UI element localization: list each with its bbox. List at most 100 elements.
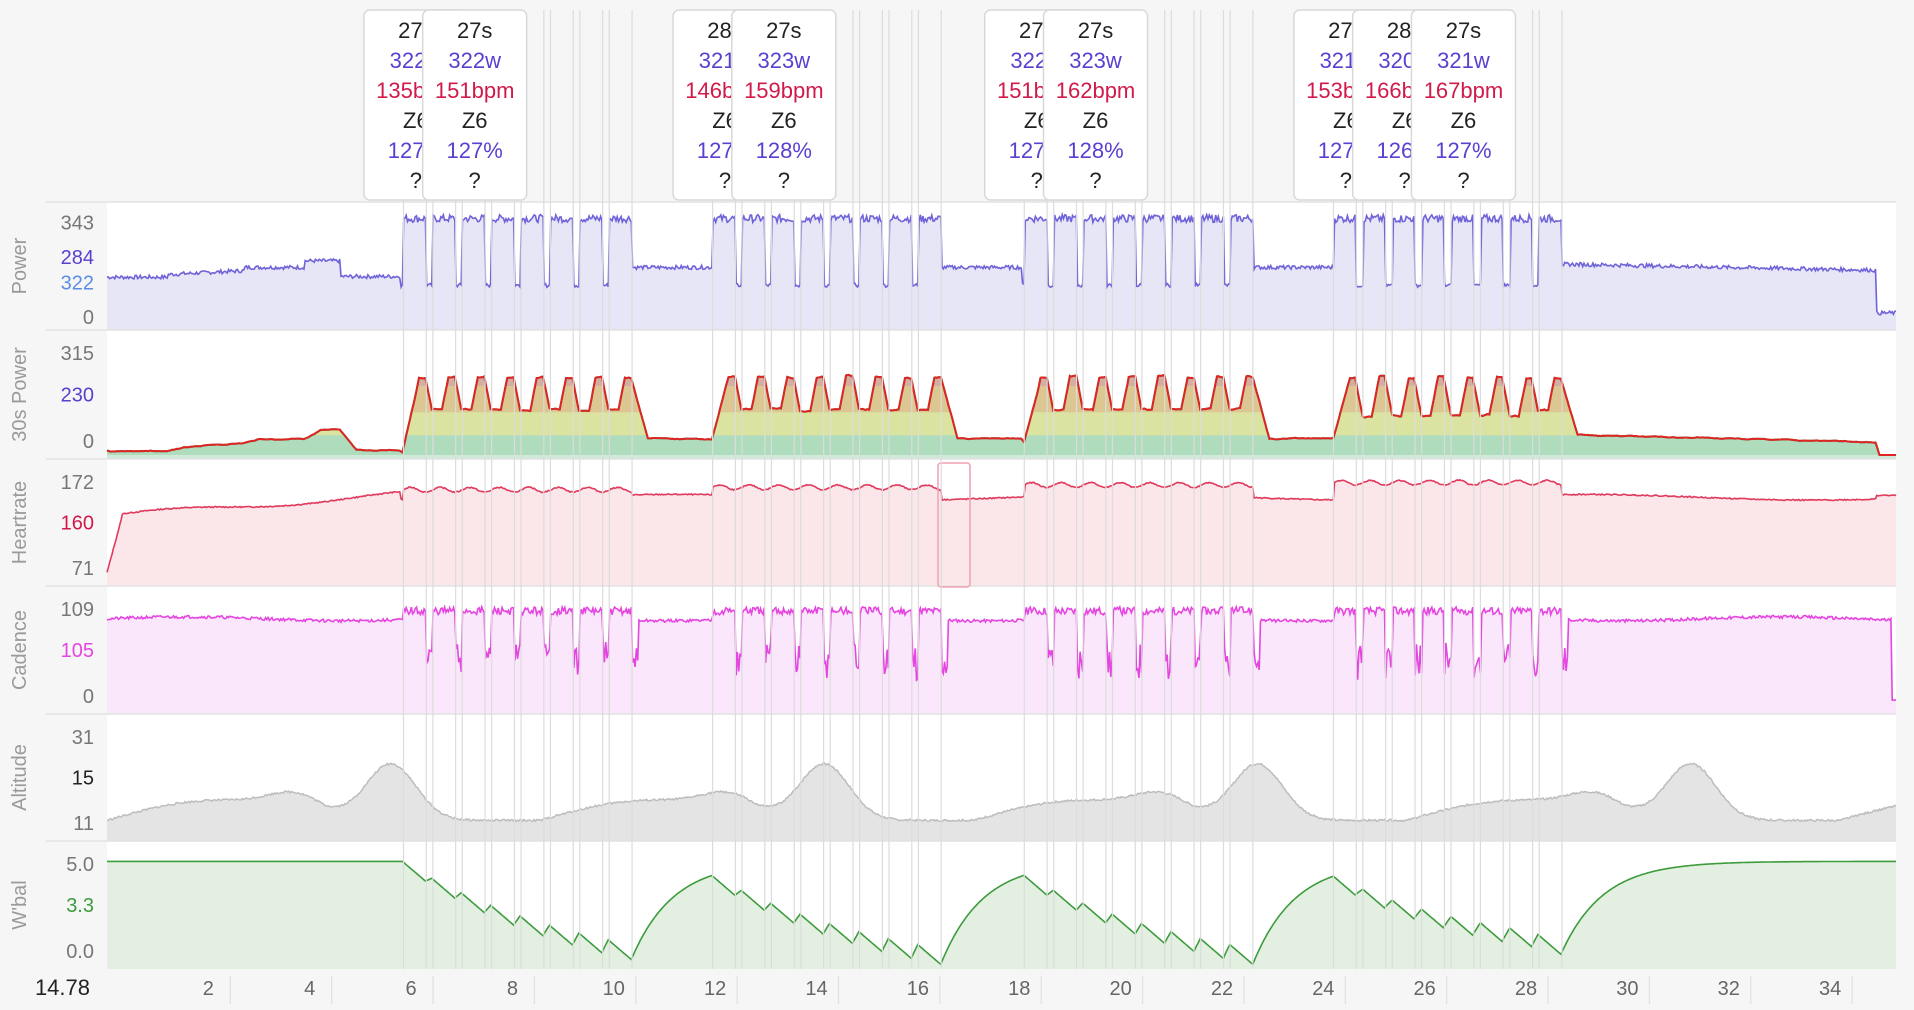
effort-card-frame (1410, 9, 1517, 201)
effort-duration: 27s (1078, 18, 1113, 43)
effort-extra: ? (469, 168, 481, 193)
series-area-power (107, 214, 1896, 330)
lane-title-power30: 30s Power (9, 347, 31, 442)
x-tick-label: 4 (304, 978, 315, 1000)
x-tick-label: 10 (603, 978, 625, 1000)
series-area-power30 (107, 374, 1896, 459)
effort-duration: 27s (1446, 18, 1481, 43)
cursor-readout: 14.78 (35, 975, 90, 1000)
lane-altitude: Altitude 31 15 11 (9, 713, 1897, 841)
effort-zone: Z6 (1083, 108, 1109, 133)
lane-tick-power: 343 (61, 212, 94, 234)
x-tick-label: 30 (1616, 978, 1638, 1000)
effort-zone: Z6 (462, 108, 488, 133)
lane-tick-power: 284 (61, 247, 94, 269)
lane-tick-altitude: 11 (73, 813, 94, 835)
series-area-cadence (107, 606, 1896, 714)
effort-pct: 127% (1435, 138, 1491, 163)
series-line-cadence (106, 604, 1896, 701)
lane-tick-heartrate: 160 (61, 513, 94, 535)
lane-heartrate: Heartrate 172 160 71 (9, 458, 1897, 586)
effort-extra: ? (1340, 168, 1352, 193)
lane-tick-power: 322 (61, 273, 94, 295)
x-tick-label: 16 (907, 978, 929, 1000)
lane-tick-power30: 315 (61, 343, 94, 365)
effort-card[interactable]: 27s 321w 167bpm Z6 127%? (1410, 9, 1517, 201)
x-tick-label: 18 (1008, 978, 1030, 1000)
effort-card-frame (421, 9, 528, 201)
effort-extra: ? (410, 168, 422, 193)
lane-title-power: Power (9, 237, 31, 294)
effort-hr: 167bpm (1424, 78, 1504, 103)
lane-cadence: Cadence 109 105 0 (9, 585, 1896, 714)
effort-zone: Z6 (771, 108, 797, 133)
lane-tick-power: 0 (83, 307, 94, 329)
x-tick-label: 20 (1109, 978, 1131, 1000)
lane-title-heartrate: Heartrate (9, 481, 31, 564)
effort-extra: ? (1031, 168, 1043, 193)
effort-hr: 162bpm (1056, 78, 1136, 103)
lane-title-altitude: Altitude (9, 744, 31, 811)
series-line-wbal (107, 860, 1896, 966)
effort-card-frame (731, 9, 837, 201)
series-area-altitude (107, 762, 1896, 841)
lane-tick-altitude: 15 (72, 768, 94, 790)
lane-power: Power 343 284 322 0 (9, 201, 1897, 330)
zone-band-0 (107, 435, 1896, 455)
x-tick-label: 26 (1414, 978, 1436, 1000)
effort-annotations: 27s322w135bpmZ6127%?27s322w151bpmZ6127%?… (363, 9, 1517, 201)
x-axis-band (107, 969, 1896, 1010)
x-tick-label: 24 (1312, 978, 1334, 1000)
lane-tick-cadence: 0 (83, 686, 94, 708)
lane-wbal: W'bal 5.0 3.3 0.0 (9, 840, 1896, 969)
effort-watts: 321w (1437, 48, 1490, 73)
effort-extra: ? (778, 168, 790, 193)
effort-watts: 323w (758, 48, 811, 73)
effort-card[interactable]: 27s 323w 162bpm Z6 128%? (1042, 9, 1149, 201)
lane-tick-heartrate: 71 (72, 558, 94, 580)
lane-tick-power30: 0 (83, 431, 94, 453)
lane-tick-wbal: 5.0 (66, 854, 94, 876)
effort-watts: 323w (1069, 48, 1122, 73)
lane-tick-power30: 230 (61, 385, 94, 407)
effort-duration: 27s (766, 18, 801, 43)
x-tick-label: 22 (1211, 978, 1233, 1000)
x-tick-label: 28 (1515, 978, 1537, 1000)
x-tick-label: 6 (406, 978, 417, 1000)
series-line-heartrate (106, 478, 1897, 573)
effort-card[interactable]: 27s 322w 151bpm Z6 127%? (421, 9, 528, 201)
effort-hr: 151bpm (435, 78, 515, 103)
effort-zone: Z6 (1451, 108, 1477, 133)
effort-card-frame (1042, 9, 1149, 201)
effort-extra: ? (1399, 168, 1411, 193)
effort-pct: 128% (1067, 138, 1123, 163)
lane-title-cadence: Cadence (9, 610, 31, 690)
effort-card[interactable]: 27s 323w 159bpm Z6 128%? (731, 9, 837, 201)
effort-pct: 128% (756, 138, 812, 163)
effort-extra: ? (719, 168, 731, 193)
lane-tick-cadence: 105 (61, 640, 94, 662)
series-peaks-power30 (106, 373, 1896, 456)
effort-pct: 127% (447, 138, 503, 163)
series-area-heartrate (107, 479, 1896, 586)
hover-marker (937, 462, 971, 588)
lane-tick-cadence: 109 (61, 599, 94, 621)
effort-hr: 159bpm (744, 78, 824, 103)
x-tick-label: 34 (1819, 978, 1841, 1000)
lane-tick-altitude: 31 (72, 727, 94, 749)
x-tick-label: 32 (1718, 978, 1740, 1000)
chart-lanes: Power 343 284 322 0 30s Power 315 230 0 Heartrate… (9, 201, 1897, 969)
lane-tick-wbal: 0.0 (66, 941, 94, 963)
lane-tick-wbal: 3.3 (66, 895, 94, 917)
lane-title-wbal: W'bal (9, 880, 31, 929)
effort-extra: ? (1457, 168, 1469, 193)
x-tick-label: 14 (805, 978, 827, 1000)
x-tick-label: 12 (704, 978, 726, 1000)
effort-extra: ? (1089, 168, 1101, 193)
effort-watts: 322w (448, 48, 501, 73)
series-area-wbal (107, 861, 1896, 969)
lane-power30: 30s Power 315 230 0 (9, 329, 1896, 459)
series-line-power (106, 211, 1897, 317)
